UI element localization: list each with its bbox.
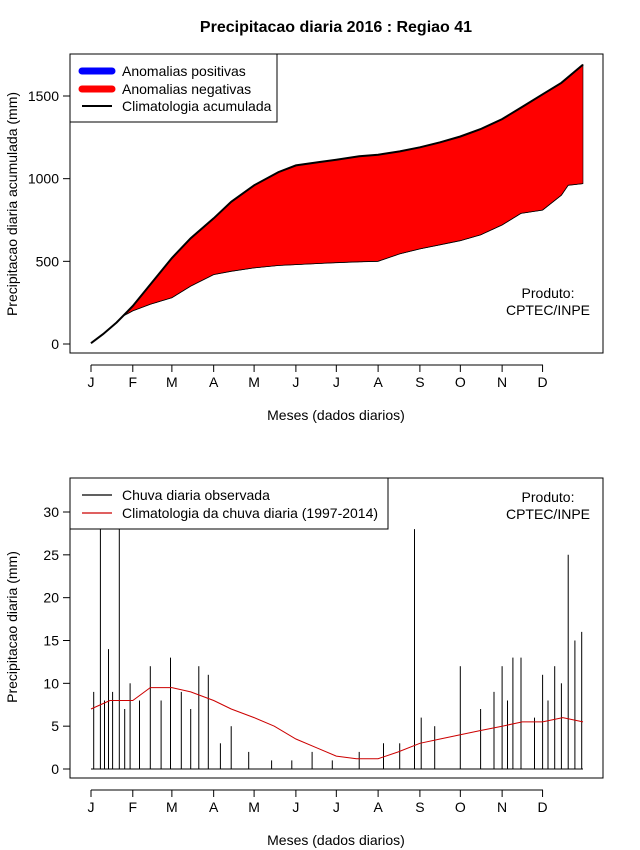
bottom-xtick-label: A <box>373 799 383 815</box>
top-xtick-label: J <box>292 374 299 390</box>
figure-title: Precipitacao diaria 2016 : Regiao 41 <box>200 19 472 36</box>
bottom-ytick-label: 0 <box>51 761 59 777</box>
bar-layer <box>91 487 583 770</box>
top-xtick-label: M <box>248 374 260 390</box>
bottom-ytick-label: 15 <box>43 633 59 649</box>
top-ytick-label: 0 <box>51 336 59 352</box>
daily-chart: 0 5 10 15 20 25 30 J F M A M J J A S O N D Meses (dados d… <box>4 477 604 848</box>
top-xtick-label: F <box>129 374 138 390</box>
y-axis-label: Precipitacao diaria (mm) <box>4 551 20 703</box>
top-xtick-label: S <box>415 374 424 390</box>
top-xtick-label: D <box>537 374 547 390</box>
top-xtick-label: J <box>88 374 95 390</box>
bottom-ytick-label: 30 <box>43 504 59 520</box>
product-credit: CPTEC/INPE <box>506 302 590 318</box>
bottom-ytick-label: 25 <box>43 547 59 563</box>
x-axis-label: Meses (dados diarios) <box>267 832 405 848</box>
legend-label-climatology: Climatologia acumulada <box>122 98 272 114</box>
cumulative-chart: 0 500 1000 1500 J F M A M J J A S O N D Meses (dados d… <box>4 53 604 423</box>
bottom-xtick-label: J <box>333 799 340 815</box>
top-xtick-label: A <box>209 374 219 390</box>
product-label: Produto: <box>522 489 575 505</box>
bottom-xtick-label: D <box>537 799 547 815</box>
observed-accumulated-line <box>90 183 584 344</box>
top-xtick-label: M <box>166 374 178 390</box>
climatology-accumulated-line <box>90 63 584 344</box>
x-axis-label: Meses (dados diarios) <box>267 407 405 423</box>
top-ytick-label: 1000 <box>28 171 59 187</box>
top-ytick-label: 500 <box>36 253 60 269</box>
bottom-xtick-label: N <box>497 799 507 815</box>
top-xtick-label: O <box>455 374 466 390</box>
bottom-xtick-label: A <box>209 799 219 815</box>
bottom-xtick-label: J <box>88 799 95 815</box>
bottom-ytick-label: 10 <box>43 675 59 691</box>
product-credit: CPTEC/INPE <box>506 506 590 522</box>
legend: Chuva diaria observada Climatologia da c… <box>69 477 389 530</box>
bottom-xtick-label: S <box>415 799 424 815</box>
top-xtick-label: A <box>373 374 383 390</box>
y-axis-label: Precipitacao diaria acumulada (mm) <box>4 92 20 316</box>
bottom-xtick-label: M <box>248 799 260 815</box>
top-xtick-label: J <box>333 374 340 390</box>
product-label: Produto: <box>522 285 575 301</box>
bottom-xtick-label: F <box>129 799 138 815</box>
daily-climatology-line <box>90 687 584 760</box>
line-layer <box>90 687 584 760</box>
y-axis: 0 5 10 15 20 25 30 <box>43 504 71 777</box>
legend-label-negative: Anomalias negativas <box>122 81 251 97</box>
y-axis: 0 500 1000 1500 <box>28 88 71 352</box>
legend-label-observed: Chuva diaria observada <box>122 487 270 503</box>
bottom-ytick-label: 20 <box>43 590 59 606</box>
legend-label-positive: Anomalias positivas <box>122 63 246 79</box>
legend: Anomalias positivas Anomalias negativas … <box>69 53 278 123</box>
legend-label-climatology: Climatologia da chuva diaria (1997-2014) <box>122 505 378 521</box>
bottom-xtick-label: J <box>292 799 299 815</box>
line-layer <box>90 63 584 344</box>
top-ytick-label: 1500 <box>28 88 59 104</box>
top-xtick-label: N <box>497 374 507 390</box>
bottom-xtick-label: M <box>166 799 178 815</box>
bottom-ytick-label: 5 <box>51 718 59 734</box>
bottom-xtick-label: O <box>455 799 466 815</box>
